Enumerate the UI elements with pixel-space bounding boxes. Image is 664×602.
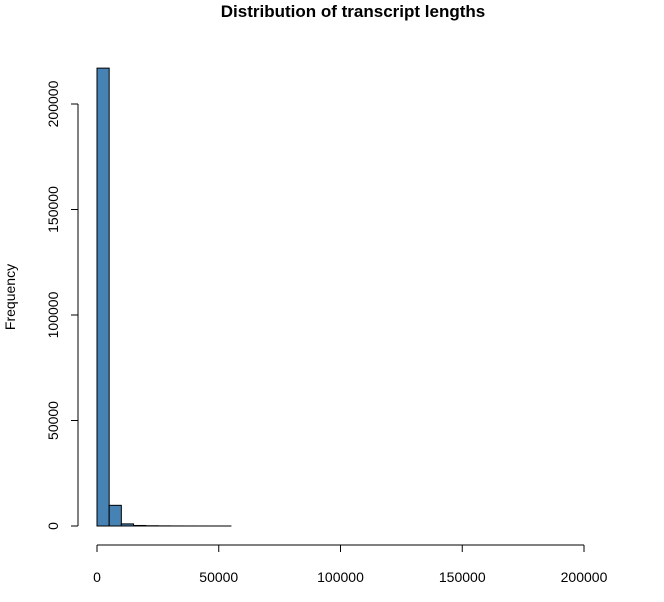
y-tick-label: 0 <box>45 522 61 530</box>
y-axis: 0 50000 100000 150000 200000 <box>45 80 79 530</box>
histogram-bar <box>120 523 135 527</box>
bars-group <box>96 67 232 527</box>
y-tick-label: 150000 <box>45 186 61 233</box>
x-tick-label: 150000 <box>439 569 486 585</box>
histogram-bar <box>108 504 122 527</box>
x-axis: 0 50000 100000 150000 200000 <box>93 544 608 585</box>
x-tick-label: 0 <box>93 569 101 585</box>
histogram-bar <box>133 524 147 527</box>
y-tick-label: 200000 <box>45 80 61 127</box>
histogram-bar <box>96 67 110 527</box>
y-axis-title: Frequency <box>2 264 18 330</box>
y-tick-label: 100000 <box>45 291 61 338</box>
chart-title: Distribution of transcript lengths <box>221 2 485 21</box>
y-tick-label: 50000 <box>45 401 61 440</box>
x-tick-label: 200000 <box>561 569 608 585</box>
x-tick-label: 50000 <box>199 569 238 585</box>
x-tick-label: 100000 <box>317 569 364 585</box>
